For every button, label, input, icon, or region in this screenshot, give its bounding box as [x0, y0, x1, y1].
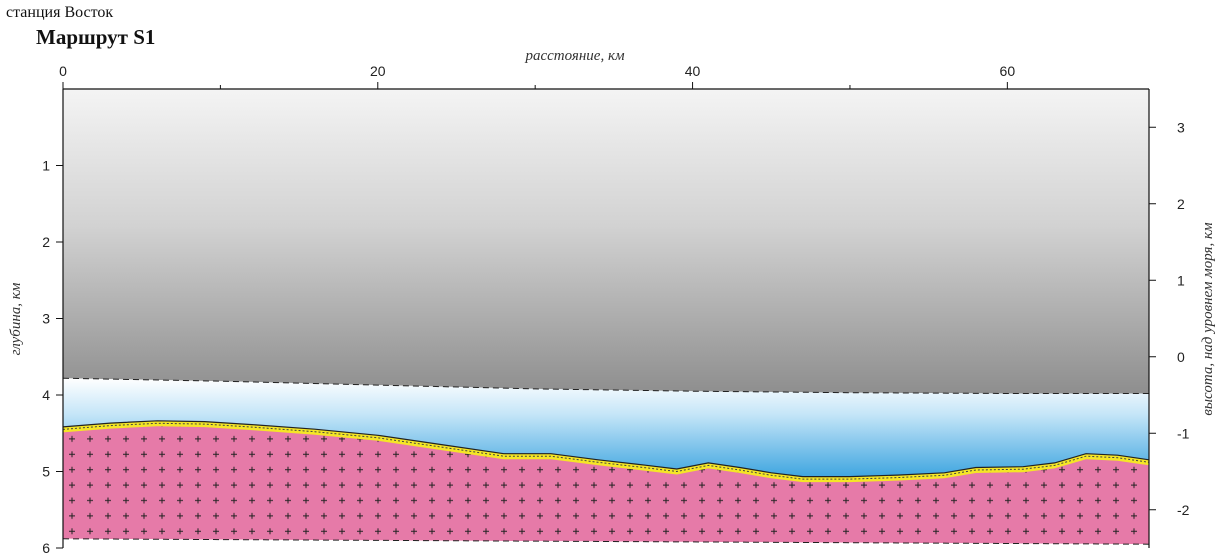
below-section: [63, 538, 1149, 548]
y-right-tick-label: -1: [1177, 425, 1190, 441]
y-left-tick-label: 4: [42, 387, 50, 403]
y-right-axis-title: высота, над уровнем моря, км: [1200, 222, 1216, 416]
y-left-tick-label: 5: [42, 464, 50, 480]
x-tick-label: 40: [685, 63, 701, 79]
y-right-tick-label: 1: [1177, 272, 1185, 288]
y-left-tick-label: 2: [42, 234, 50, 250]
bedrock-pattern: [63, 423, 1149, 545]
bedrock-top-line: [63, 420, 1149, 478]
route-title: Маршрут S1: [36, 25, 156, 49]
y-left-tick-label: 6: [42, 540, 50, 556]
y-right-tick-label: 2: [1177, 196, 1185, 212]
x-axis-title: расстояние, км: [524, 48, 625, 64]
bottom-boundary-line: [63, 538, 1149, 545]
ice-base-line: [63, 377, 1149, 394]
ice-layer: [63, 89, 1149, 394]
y-right-tick-label: 0: [1177, 349, 1185, 365]
water-layer: [63, 378, 1149, 480]
y-left-axis-title: глубина, км: [8, 282, 24, 355]
station-label: станция Восток: [6, 4, 114, 21]
y-right-tick-label: 3: [1177, 119, 1185, 135]
x-tick-label: 0: [59, 63, 67, 79]
y-right-tick-label: -2: [1177, 502, 1190, 518]
y-left-tick-label: 3: [42, 311, 50, 327]
sediment-layer: [63, 420, 1149, 483]
sediment-dots: [63, 422, 1149, 480]
x-tick-label: 20: [370, 63, 386, 79]
x-tick-label: 60: [1000, 63, 1016, 79]
y-left-tick-label: 1: [42, 158, 50, 174]
